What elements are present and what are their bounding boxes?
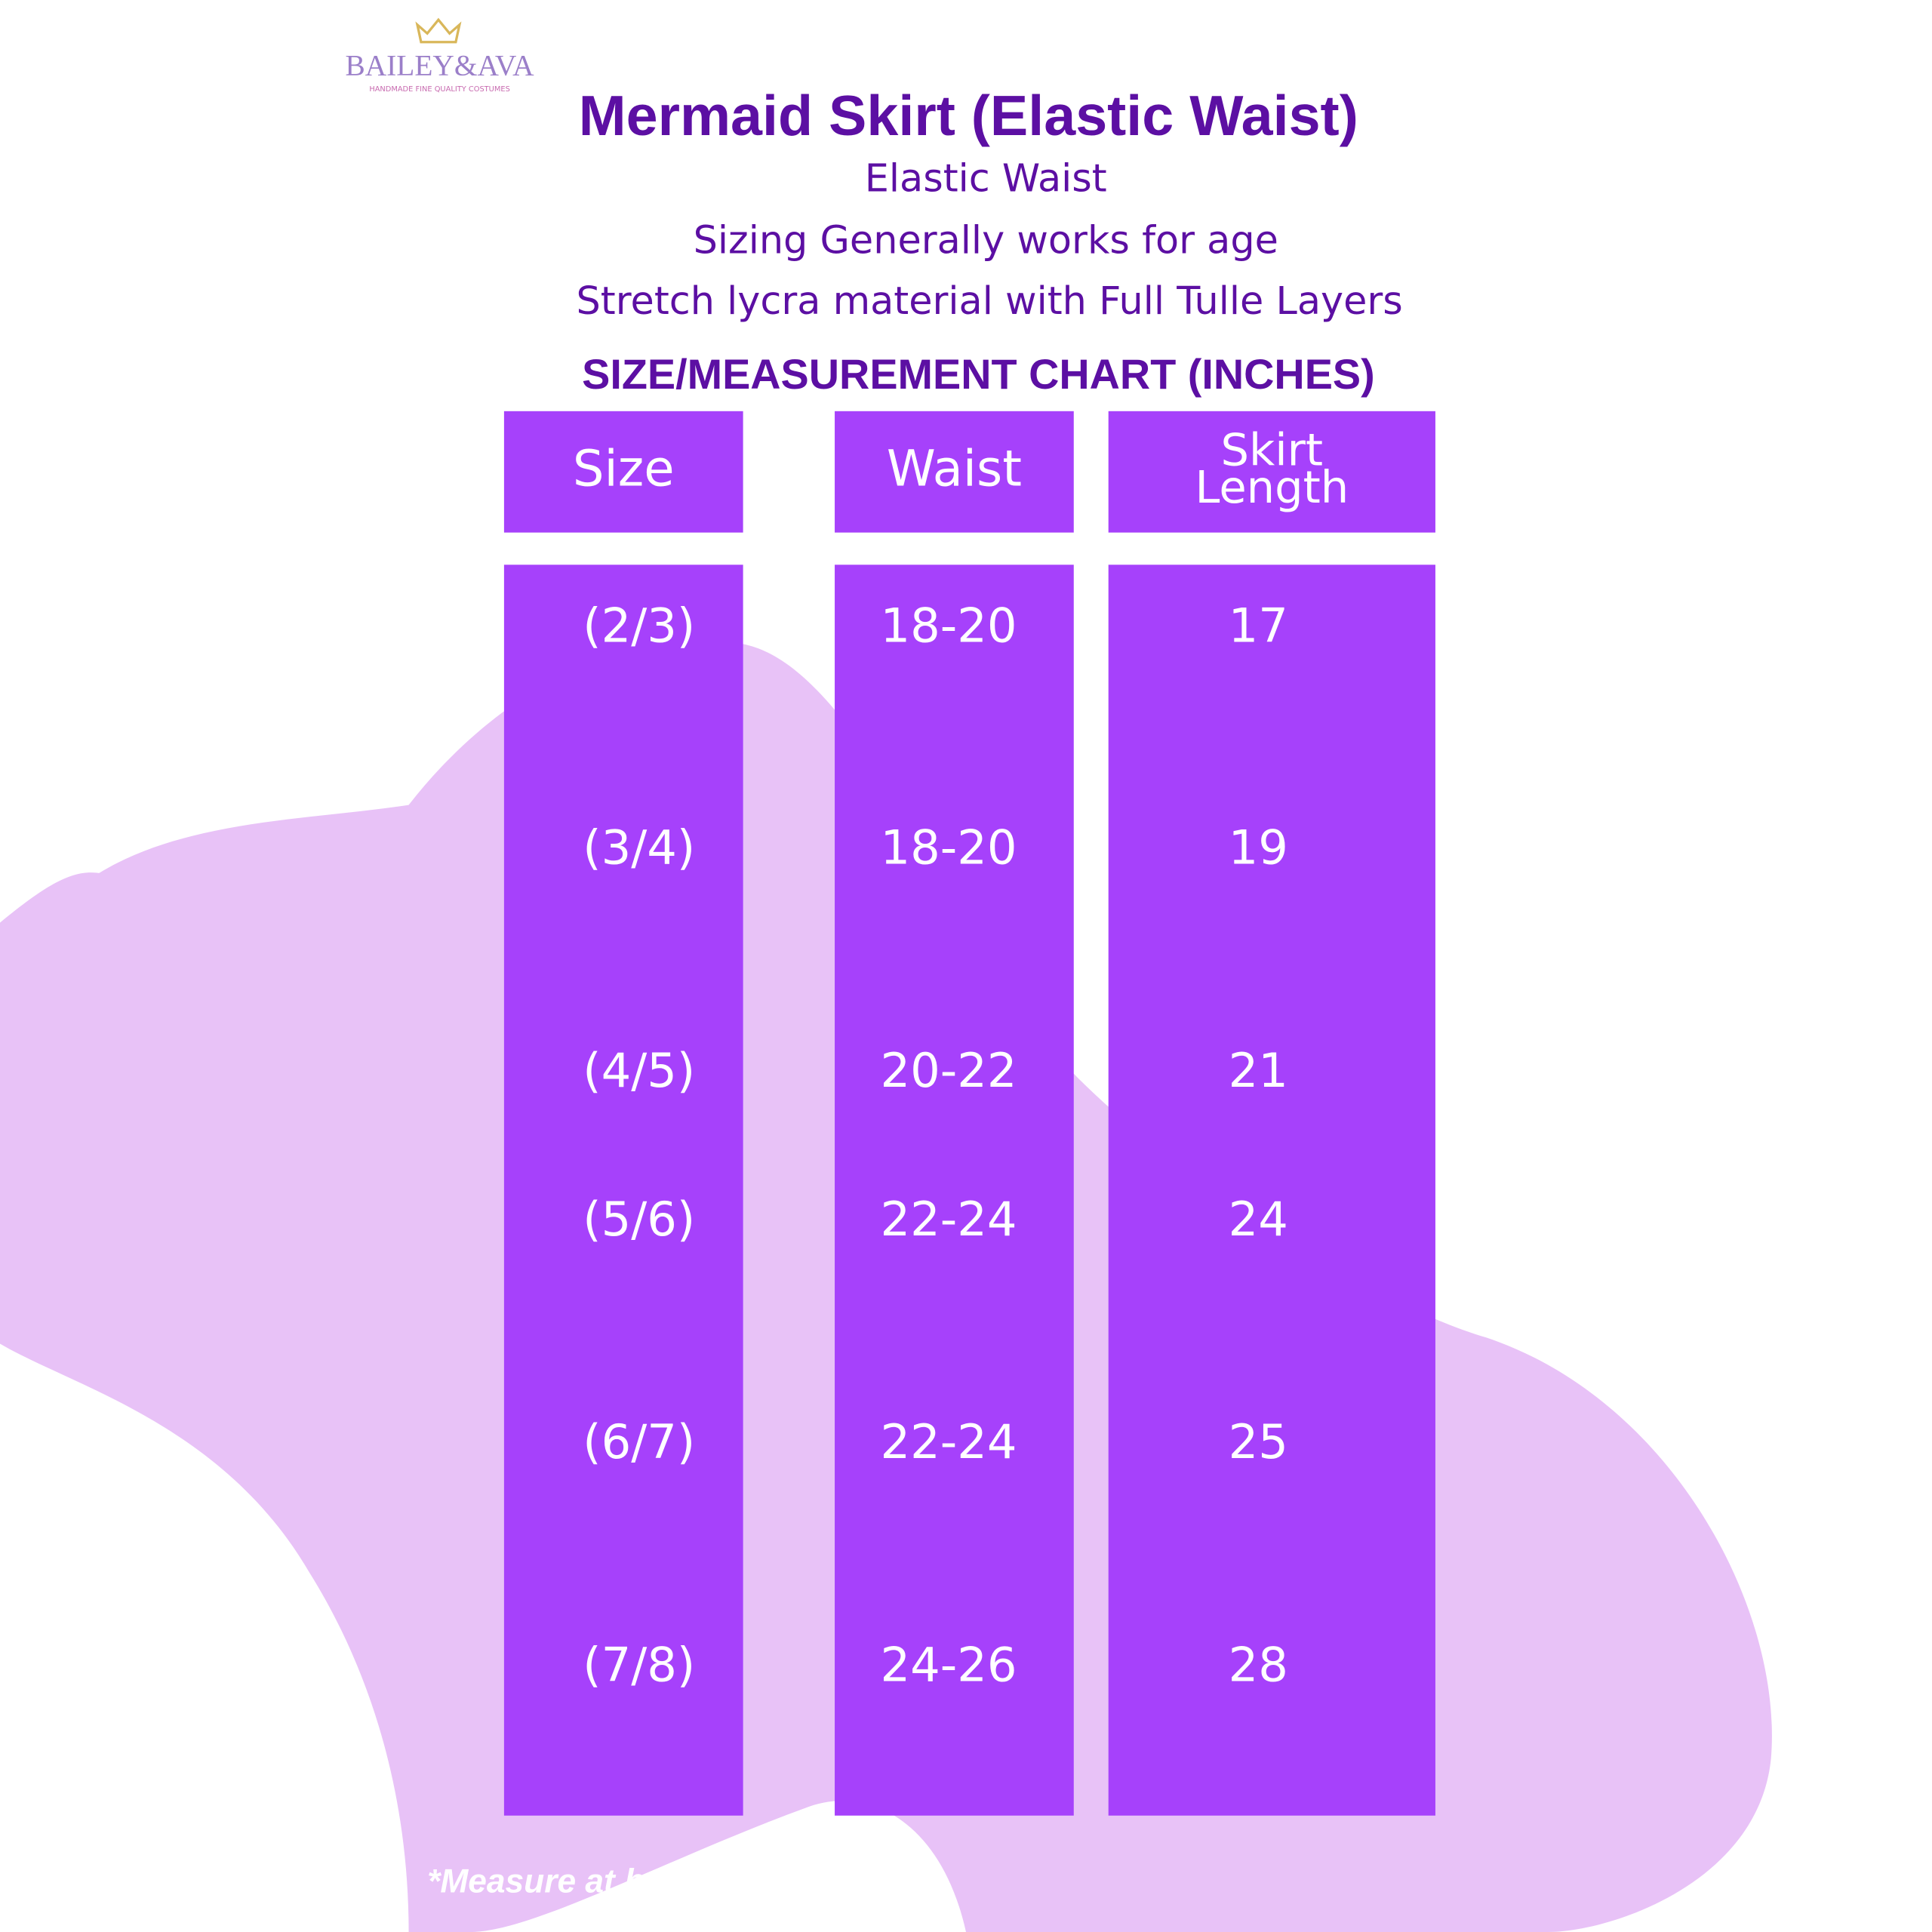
header-cell — [1108, 411, 1435, 533]
table-cell: 24 — [1229, 1192, 1288, 1247]
table-cell: (4/5) — [583, 1043, 695, 1098]
table-cell: (2/3) — [583, 598, 695, 654]
column-body — [503, 565, 743, 1816]
table-cell: 19 — [1229, 820, 1288, 875]
logo-brand: BAILEY&AVA — [345, 48, 534, 82]
table-cell: 17 — [1229, 598, 1288, 654]
table-cell: (5/6) — [583, 1192, 695, 1247]
table-cell: 22-24 — [880, 1414, 1017, 1469]
header-cell — [503, 411, 743, 533]
column-body — [835, 565, 1074, 1816]
table-cell: 28 — [1229, 1638, 1288, 1693]
table-cell: (7/8) — [583, 1638, 695, 1693]
subtitle-line: Sizing Generally works for age — [694, 218, 1278, 263]
table-cell: 20-22 — [880, 1043, 1017, 1098]
logo-crown — [415, 17, 462, 44]
header-cell — [835, 411, 1074, 533]
subtitle-line: Stretch lycra material with Full Tulle L… — [577, 278, 1403, 323]
table-cell: 18-20 — [880, 820, 1017, 875]
title: Mermaid Skirt (Elastic Waist) — [579, 84, 1358, 147]
table-cell: 24-26 — [880, 1638, 1017, 1693]
table-cell: (3/4) — [583, 820, 695, 875]
subtitle-line: Elastic Waist — [865, 156, 1107, 201]
table-cell: 21 — [1229, 1043, 1288, 1098]
table-cell: 25 — [1229, 1414, 1288, 1469]
column-body — [1108, 565, 1435, 1816]
table: Size Waist Skirt Length (2/3) 18-20 17 (3/4) 18-… — [503, 411, 1435, 1816]
column-header: Waist — [887, 440, 1022, 497]
footnote: *Measure at belly button leve — [427, 1863, 888, 1900]
chart-title: SIZE/MEASUREMENT CHART (INCHES) — [582, 350, 1375, 398]
logo-tagline: HANDMADE FINE QUALITY COSTUMES — [369, 85, 509, 94]
column-header: Skirt Length — [1195, 424, 1349, 513]
table-cell: 18-20 — [880, 598, 1017, 654]
column-header: Size — [573, 440, 675, 497]
table-cell: 22-24 — [880, 1192, 1017, 1247]
table-cell: (6/7) — [583, 1414, 695, 1469]
